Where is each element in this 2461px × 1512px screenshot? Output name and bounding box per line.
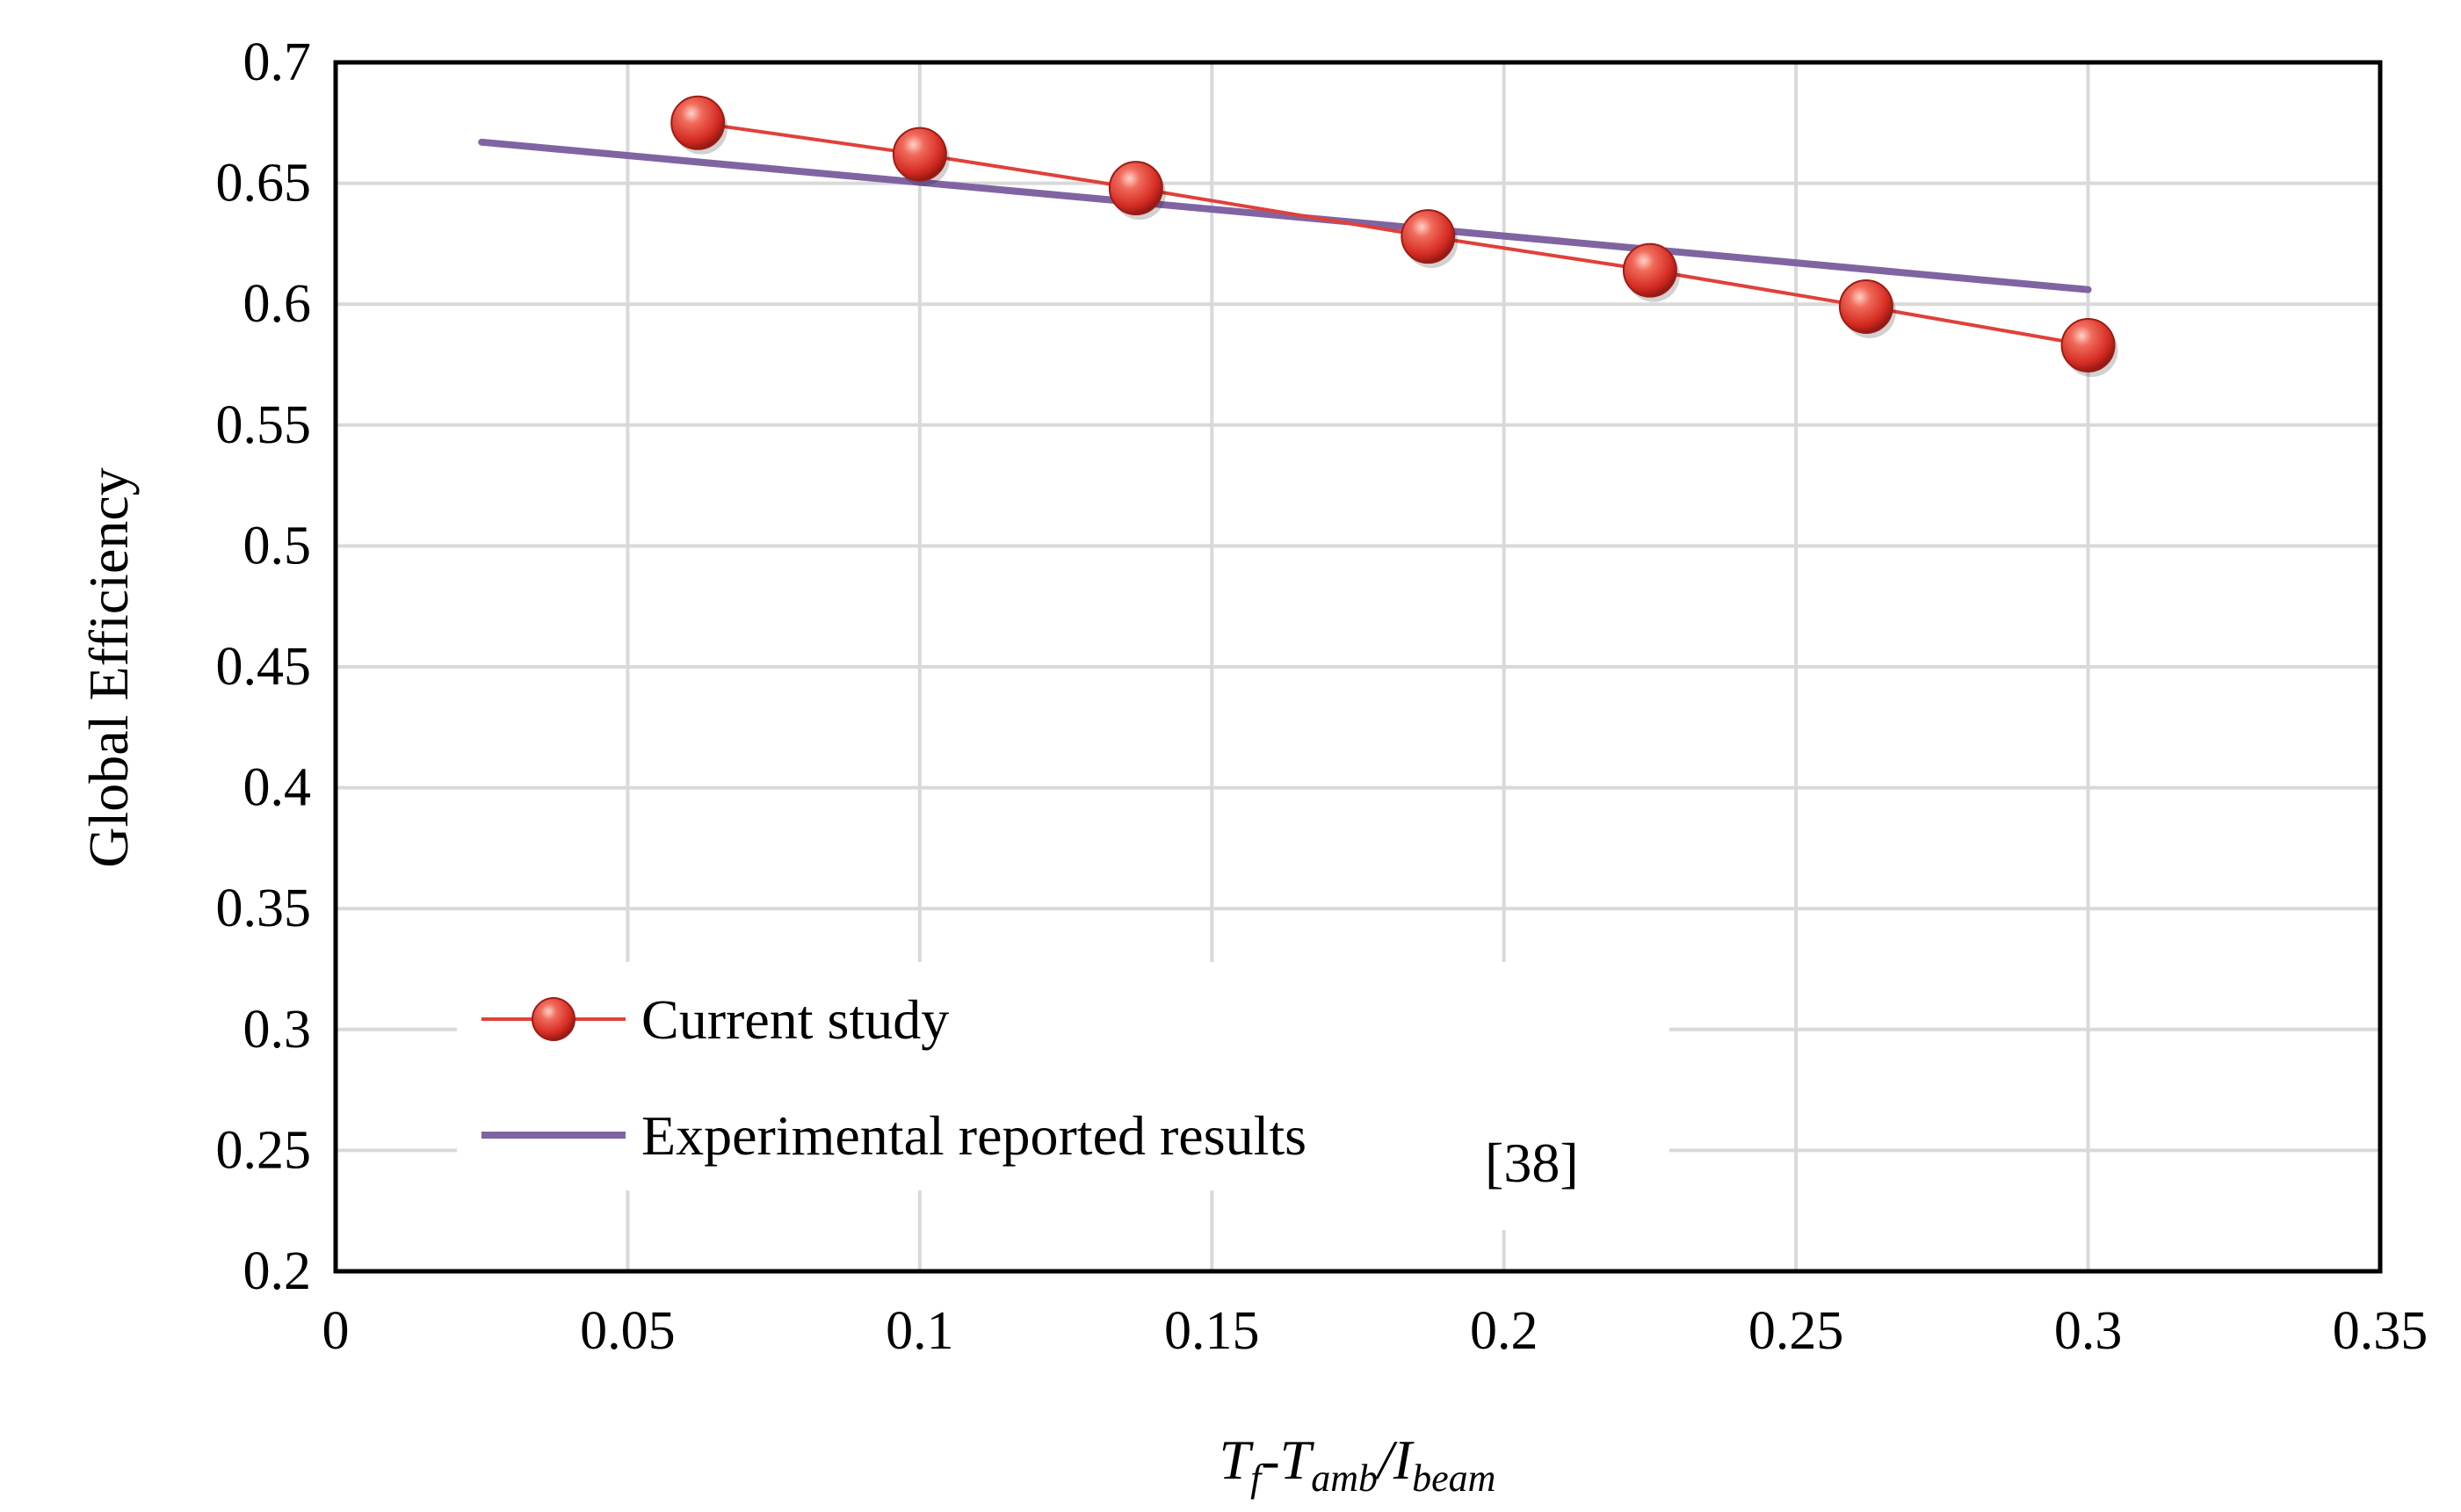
data-point-current-study (892, 127, 947, 182)
data-point-current-study (1108, 161, 1163, 216)
series-layer (478, 95, 2118, 377)
y-tick-label: 0.25 (216, 1120, 312, 1180)
x-tick-label: 0 (322, 1301, 350, 1361)
legend-background (457, 962, 1669, 1190)
data-point-current-study (1401, 209, 1456, 264)
reference-annotation: [38] (1485, 1132, 1579, 1194)
x-tick-label: 0.25 (1748, 1301, 1844, 1361)
x-axis-title-sub3: beam (1412, 1457, 1495, 1500)
x-axis-title-main: T (1220, 1429, 1255, 1491)
x-tick-label: 0.35 (2333, 1301, 2428, 1361)
y-tick-label: 0.7 (243, 33, 312, 92)
data-point-current-study (1622, 242, 1677, 298)
y-tick-label: 0.3 (243, 1000, 312, 1060)
x-tick-label: 0.2 (1470, 1301, 1538, 1361)
legend: Current study Experimental reported resu… (457, 962, 1669, 1190)
x-axis-title: Tf-Tamb/Ibeam (1220, 1429, 1496, 1500)
annotation-background (1472, 1133, 1665, 1230)
y-axis-title: Global Efficiency (77, 467, 140, 868)
y-tick-labels: 0.2 0.25 0.3 0.35 0.4 0.45 0.5 0.55 0.6 0.65 0.7 (216, 33, 312, 1301)
x-tick-labels: 0 0.05 0.1 0.15 0.2 0.25 0.3 0.35 (322, 1301, 2428, 1361)
y-tick-label: 0.55 (216, 395, 312, 455)
x-axis-title-sub2: amb (1311, 1457, 1378, 1500)
y-tick-label: 0.2 (243, 1241, 312, 1301)
y-tick-label: 0.4 (243, 758, 312, 818)
x-tick-label: 0.15 (1164, 1301, 1260, 1361)
legend-marker-current-study (532, 997, 575, 1041)
x-tick-label: 0.05 (580, 1301, 676, 1361)
x-tick-label: 0.1 (886, 1301, 954, 1361)
y-tick-label: 0.45 (216, 637, 312, 697)
x-axis-title-slash: /I (1375, 1429, 1415, 1491)
x-axis-title-mid: -T (1261, 1429, 1314, 1491)
data-point-current-study (670, 95, 726, 150)
legend-label-current-study: Current study (641, 988, 949, 1051)
y-tick-label: 0.65 (216, 154, 312, 213)
x-tick-label: 0.3 (2054, 1301, 2123, 1361)
plot-area-frame (333, 60, 2383, 1274)
legend-label-experimental: Experimental reported results (641, 1104, 1307, 1167)
series-line-experimental (478, 138, 2092, 293)
y-tick-label: 0.5 (243, 516, 312, 575)
y-tick-label: 0.35 (216, 879, 312, 938)
data-point-current-study (1838, 279, 1893, 334)
data-point-current-study (2060, 317, 2116, 373)
y-tick-label: 0.6 (243, 274, 312, 334)
